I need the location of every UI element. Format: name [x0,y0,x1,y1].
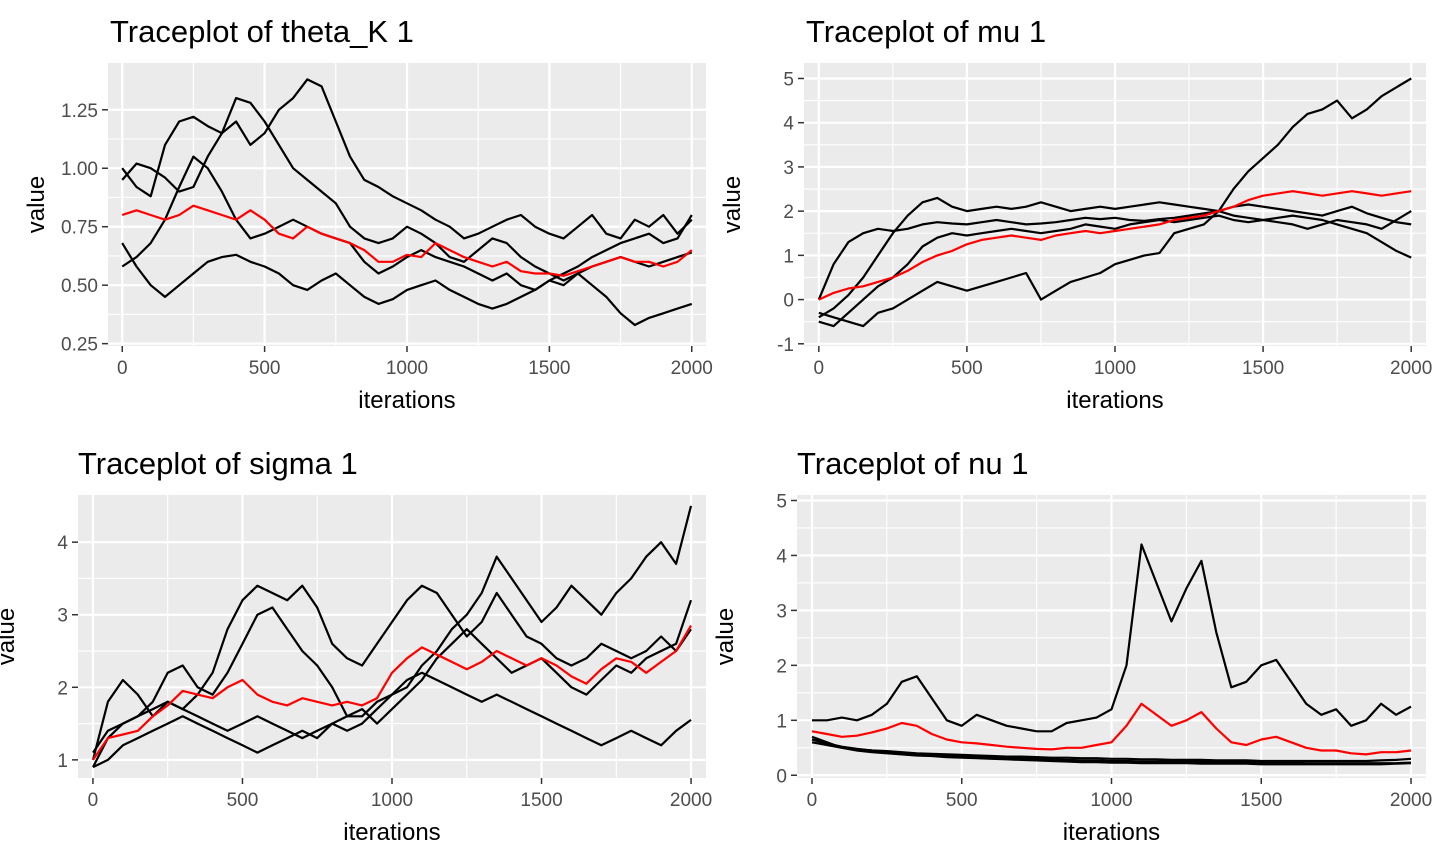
y-tick-label: 0.25 [61,335,98,356]
y-tick-label: 0.50 [61,276,98,297]
chart-title: Traceplot of mu 1 [806,14,1046,49]
y-tick-label: 3 [783,158,794,179]
series-group [121,78,693,327]
y-tick-label: 4 [776,546,787,567]
y-tick-label: 2 [57,678,68,699]
y-tick-label: 1 [57,751,68,772]
y-tick-label: 2 [776,656,787,677]
x-tick-label: 1500 [1242,358,1284,379]
x-tick-label: 0 [814,358,825,379]
chain-trace-line-1 [812,543,1412,733]
x-tick-label: 0 [807,790,818,811]
y-axis-title: value [23,176,50,233]
series-group [811,543,1412,766]
x-tick-label: 500 [946,790,978,811]
x-tick-label: 2000 [670,790,712,811]
chain-trace-line-2 [121,78,693,240]
x-tick-label: 1000 [371,790,413,811]
chain-trace-line-3 [818,214,1412,328]
chain-trace-line-4 [92,599,693,769]
x-tick-label: 2000 [1390,358,1432,379]
y-axis-title: value [0,608,20,665]
chart-panel-1: 0 500 1000 1500 2000 0.25 0.50 0.75 1.00 1.25 iter… [23,14,713,414]
chart-panel-4: 0 500 1000 1500 2000 0 1 2 3 4 5 iterations value Tra… [712,446,1432,846]
mean-trace-line [121,204,693,277]
x-tick-label: 1500 [1240,790,1282,811]
x-axis-title: iterations [1066,387,1163,414]
chain-trace-line-1 [817,203,1412,301]
y-tick-label: 0 [783,291,794,312]
x-tick-label: 500 [951,358,983,379]
y-axis-title: value [719,176,746,233]
chart-title: Traceplot of nu 1 [797,446,1029,481]
mean-trace-line [811,702,1412,756]
x-tick-label: 1500 [520,790,562,811]
chain-trace-line-1 [91,584,692,761]
chain-trace-line-3 [121,155,693,291]
chart-title: Traceplot of sigma 1 [78,446,358,481]
y-tick-label: 0.75 [61,218,98,239]
x-axis-title: iterations [1063,819,1160,846]
chain-trace-line-4 [811,738,1412,765]
y-tick-label: 4 [783,114,794,135]
y-tick-label: 4 [57,533,68,554]
chart-panel-2: 0 500 1000 1500 2000 -1 0 1 2 3 4 5 iterations value T… [719,14,1432,414]
chain-trace-line-3 [92,671,692,754]
y-tick-label: 1.00 [61,159,98,180]
y-tick-label: -1 [777,335,794,356]
x-tick-label: 1000 [386,358,428,379]
chain-trace-line-1 [121,96,693,327]
x-tick-label: 0 [117,358,128,379]
x-tick-label: 1500 [528,358,570,379]
chain-trace-line-4 [818,77,1412,328]
y-tick-label: 0 [776,766,787,787]
y-axis-title: value [712,608,739,665]
series-group [817,77,1412,328]
chart-title: Traceplot of theta_K 1 [110,14,414,49]
y-tick-label: 2 [783,202,794,223]
x-tick-label: 500 [227,790,259,811]
x-axis-title: iterations [343,819,440,846]
chain-trace-line-2 [818,196,1412,319]
x-tick-label: 0 [88,790,99,811]
x-tick-label: 500 [249,358,281,379]
x-tick-label: 2000 [671,358,713,379]
series-group [91,505,693,769]
y-tick-label: 5 [783,69,794,90]
y-tick-label: 3 [776,601,787,622]
y-tick-label: 1 [783,246,794,267]
mean-trace-line [818,190,1412,301]
y-tick-label: 1.25 [61,101,98,122]
mean-trace-line [92,625,692,761]
x-tick-label: 2000 [1390,790,1432,811]
chart-panel-3: 0 500 1000 1500 2000 1 2 3 4 iterations value Trace… [0,446,712,846]
x-axis-title: iterations [358,387,455,414]
y-tick-label: 5 [776,491,787,512]
x-tick-label: 1000 [1094,358,1136,379]
y-tick-label: 3 [57,606,68,627]
y-tick-label: 1 [776,711,787,732]
x-tick-label: 1000 [1090,790,1132,811]
